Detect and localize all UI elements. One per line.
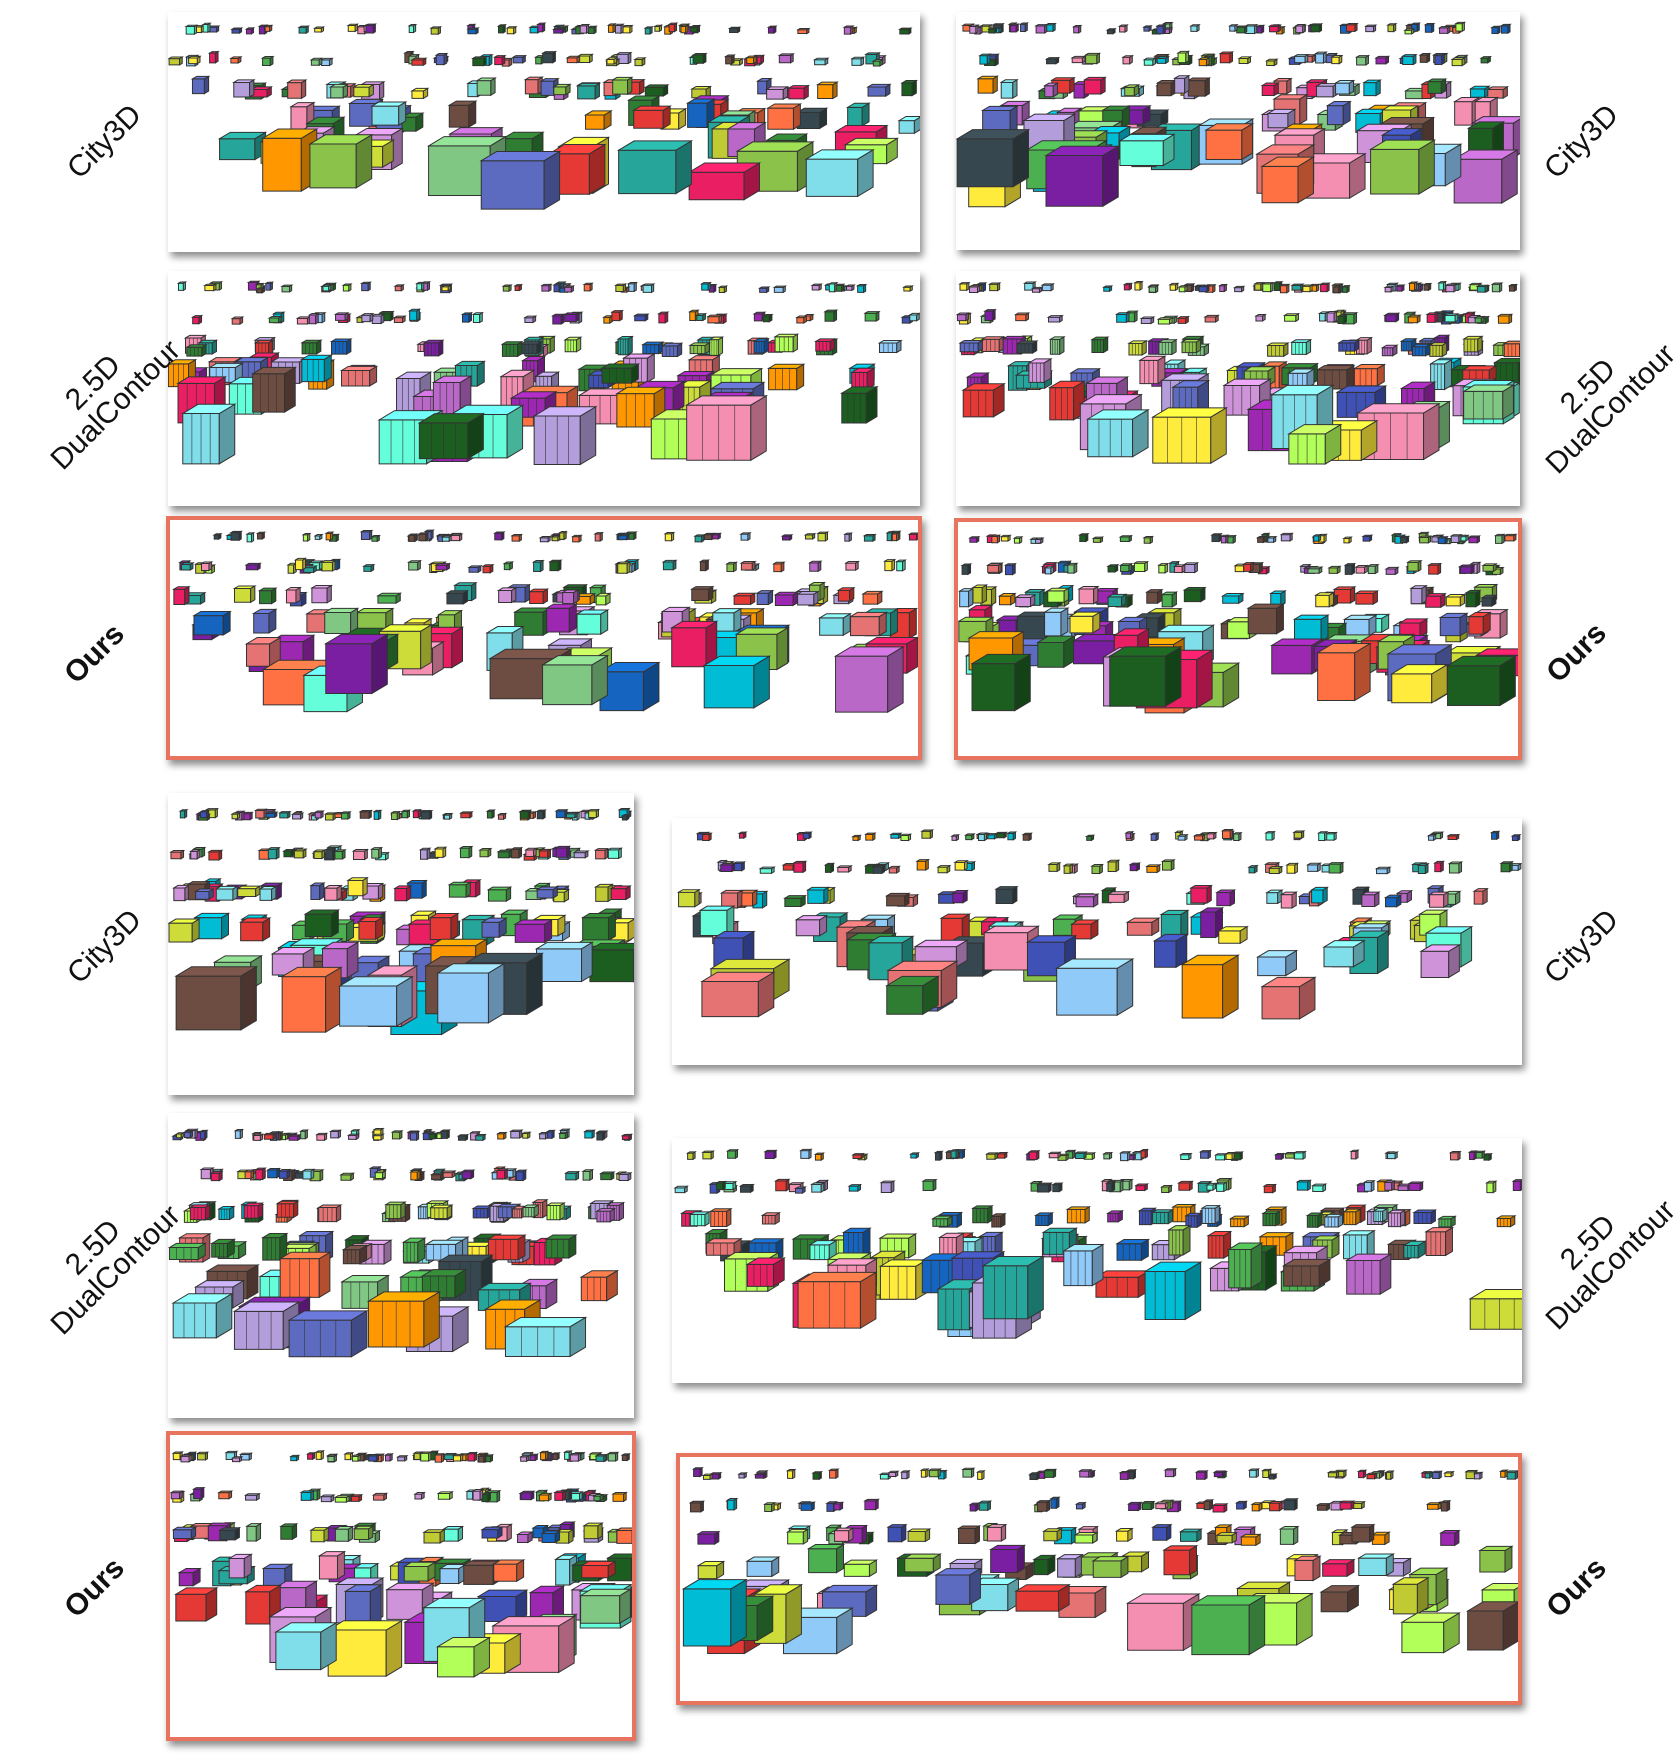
row-label-ours-top-left: Ours <box>58 617 131 691</box>
panel-top-right-city3d <box>956 12 1520 250</box>
city-render-bottom-right-ours <box>681 1466 1518 1656</box>
city-render-top-right-dualcontour <box>956 280 1520 465</box>
row-label-dualcontour-line2: DualContour <box>44 334 188 477</box>
city-render-top-left-city3d <box>168 22 920 211</box>
city-render-top-right-city3d <box>956 21 1520 208</box>
city-render-top-right-ours <box>958 531 1518 714</box>
panel-top-left-ours <box>166 516 922 760</box>
row-label-dualcontour-line2: DualContour <box>1539 338 1680 481</box>
panel-bottom-right-dualcontour <box>672 1138 1522 1383</box>
panel-bottom-left-dualcontour <box>168 1113 634 1418</box>
row-label-dualcontour-line2: DualContour <box>44 1199 188 1342</box>
panel-bottom-right-city3d <box>672 818 1522 1065</box>
panel-bottom-left-ours <box>166 1431 636 1741</box>
panel-bottom-right-ours <box>676 1453 1522 1705</box>
row-label-dualcontour-line2: DualContour <box>1539 1194 1680 1337</box>
city-render-bottom-left-city3d <box>168 807 634 1036</box>
city-render-bottom-right-city3d <box>676 828 1522 1020</box>
panel-top-left-dualcontour <box>168 271 920 506</box>
city-render-top-left-ours <box>172 529 918 714</box>
panel-top-left-city3d <box>168 12 920 252</box>
city-render-bottom-right-dualcontour <box>673 1148 1522 1339</box>
city-render-bottom-left-ours <box>170 1450 632 1678</box>
row-label-ours-bottom-left: Ours <box>58 1551 131 1625</box>
panel-top-right-dualcontour <box>956 271 1520 506</box>
city-render-bottom-left-dualcontour <box>168 1127 634 1358</box>
city-render-top-left-dualcontour <box>168 280 920 466</box>
row-label-dualcontour-top-right: 2.5D DualContour <box>1492 291 1680 507</box>
panel-bottom-left-city3d <box>168 793 634 1095</box>
panel-top-right-ours <box>954 518 1522 760</box>
